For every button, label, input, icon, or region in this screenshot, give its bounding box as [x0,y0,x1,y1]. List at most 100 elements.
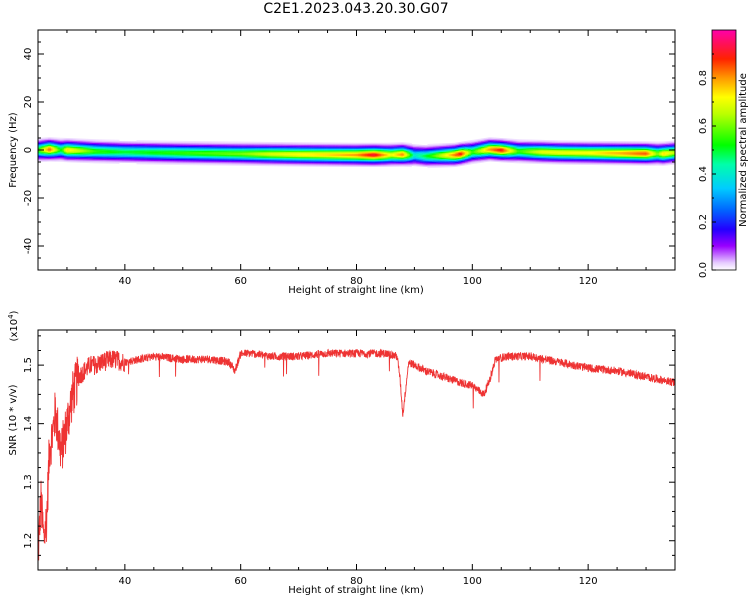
heatmap-cell [327,153,330,155]
heatmap-cell [382,160,385,163]
heatmap-cell [363,156,366,158]
heatmap-cell [200,156,202,159]
heatmap-cell [88,161,91,164]
heatmap-cell [391,163,393,165]
heatmap-cell [292,155,295,157]
heatmap-cell [346,154,349,157]
heatmap-cell [389,165,392,167]
heatmap-cell [333,149,336,152]
heatmap-cell [166,161,169,163]
heatmap-cell [136,144,139,147]
heatmap-cell [116,157,118,160]
heatmap-cell [42,138,45,141]
heatmap-cell [140,143,143,146]
heatmap-cell [245,151,247,153]
heatmap-cell [239,146,241,148]
heatmap-cell [253,160,256,163]
heatmap-cell [143,141,146,143]
heatmap-cell [279,142,282,144]
heatmap-cell [262,155,265,157]
heatmap-cell [382,163,385,165]
heatmap-cell [389,154,392,157]
heatmap-cell [239,163,241,165]
heatmap-cell [214,152,217,154]
heatmap-cell [152,146,155,148]
heatmap-cell [171,151,173,153]
heatmap-cell [344,153,347,155]
heatmap-cell [124,145,127,148]
heatmap-cell [249,160,252,163]
heatmap-cell [278,149,281,151]
heatmap-cell [81,143,84,145]
heatmap-cell [365,159,367,161]
heatmap-cell [334,145,337,147]
heatmap-cell [77,139,79,142]
heatmap-cell [369,156,372,158]
heatmap-cell [256,164,259,167]
heatmap-cell [320,165,323,167]
heatmap-cell [84,156,87,159]
heatmap-cell [302,142,305,144]
heatmap-cell [190,151,192,154]
heatmap-cell [340,155,343,158]
heatmap-cell [330,147,333,149]
heatmap-cell [95,145,98,147]
heatmap-cell [337,148,340,151]
heatmap-cell [382,146,385,148]
heatmap-cell [397,159,399,161]
heatmap-cell [352,163,354,165]
heatmap-cell [121,148,124,150]
heatmap-cell [169,141,172,144]
heatmap-cell [370,159,373,161]
heatmap-cell [65,143,68,146]
heatmap-cell [272,148,275,150]
heatmap-cell [40,153,43,155]
heatmap-cell [357,165,360,167]
heatmap-cell [242,158,244,160]
heatmap-cell [373,156,376,158]
heatmap-cell [288,149,291,151]
heatmap-cell [233,146,236,148]
heatmap-cell [323,144,325,147]
heatmap-cell [127,156,130,159]
heatmap-cell [318,155,321,158]
heatmap-cell [394,149,396,152]
heatmap-cell [94,152,97,154]
heatmap-cell [163,160,166,163]
heatmap-cell [284,156,286,158]
heatmap-cell [356,156,359,158]
heatmap-cell [142,149,144,152]
heatmap-cell [58,158,61,160]
heatmap-cell [90,147,92,149]
heatmap-cell [91,140,94,142]
heatmap-cell [39,148,42,151]
heatmap-cell [142,148,144,151]
heatmap-cell [204,155,207,157]
heatmap-cell [246,159,249,162]
heatmap-cell [260,163,263,165]
heatmap-cell [392,165,395,167]
heatmap-cell [344,152,347,154]
heatmap-cell [328,146,331,148]
heatmap-cell [45,147,47,149]
heatmap-cell [314,150,317,153]
heatmap-cell [78,160,81,162]
heatmap-cell [69,140,72,142]
heatmap-cell [397,160,399,162]
heatmap-cell [143,143,146,146]
heatmap-cell [171,156,173,158]
heatmap-cell [308,160,311,162]
heatmap-cell [310,162,312,165]
heatmap-cell [61,156,63,159]
heatmap-cell [58,149,61,152]
heatmap-cell [42,150,45,153]
heatmap-cell [366,160,369,163]
heatmap-cell [210,148,213,150]
heatmap-cell [381,163,383,165]
heatmap-cell [237,149,240,152]
heatmap-cell [262,157,265,159]
heatmap-cell [391,155,393,158]
heatmap-cell [386,158,389,160]
heatmap-cell [324,142,327,144]
heatmap-cell [282,154,285,156]
